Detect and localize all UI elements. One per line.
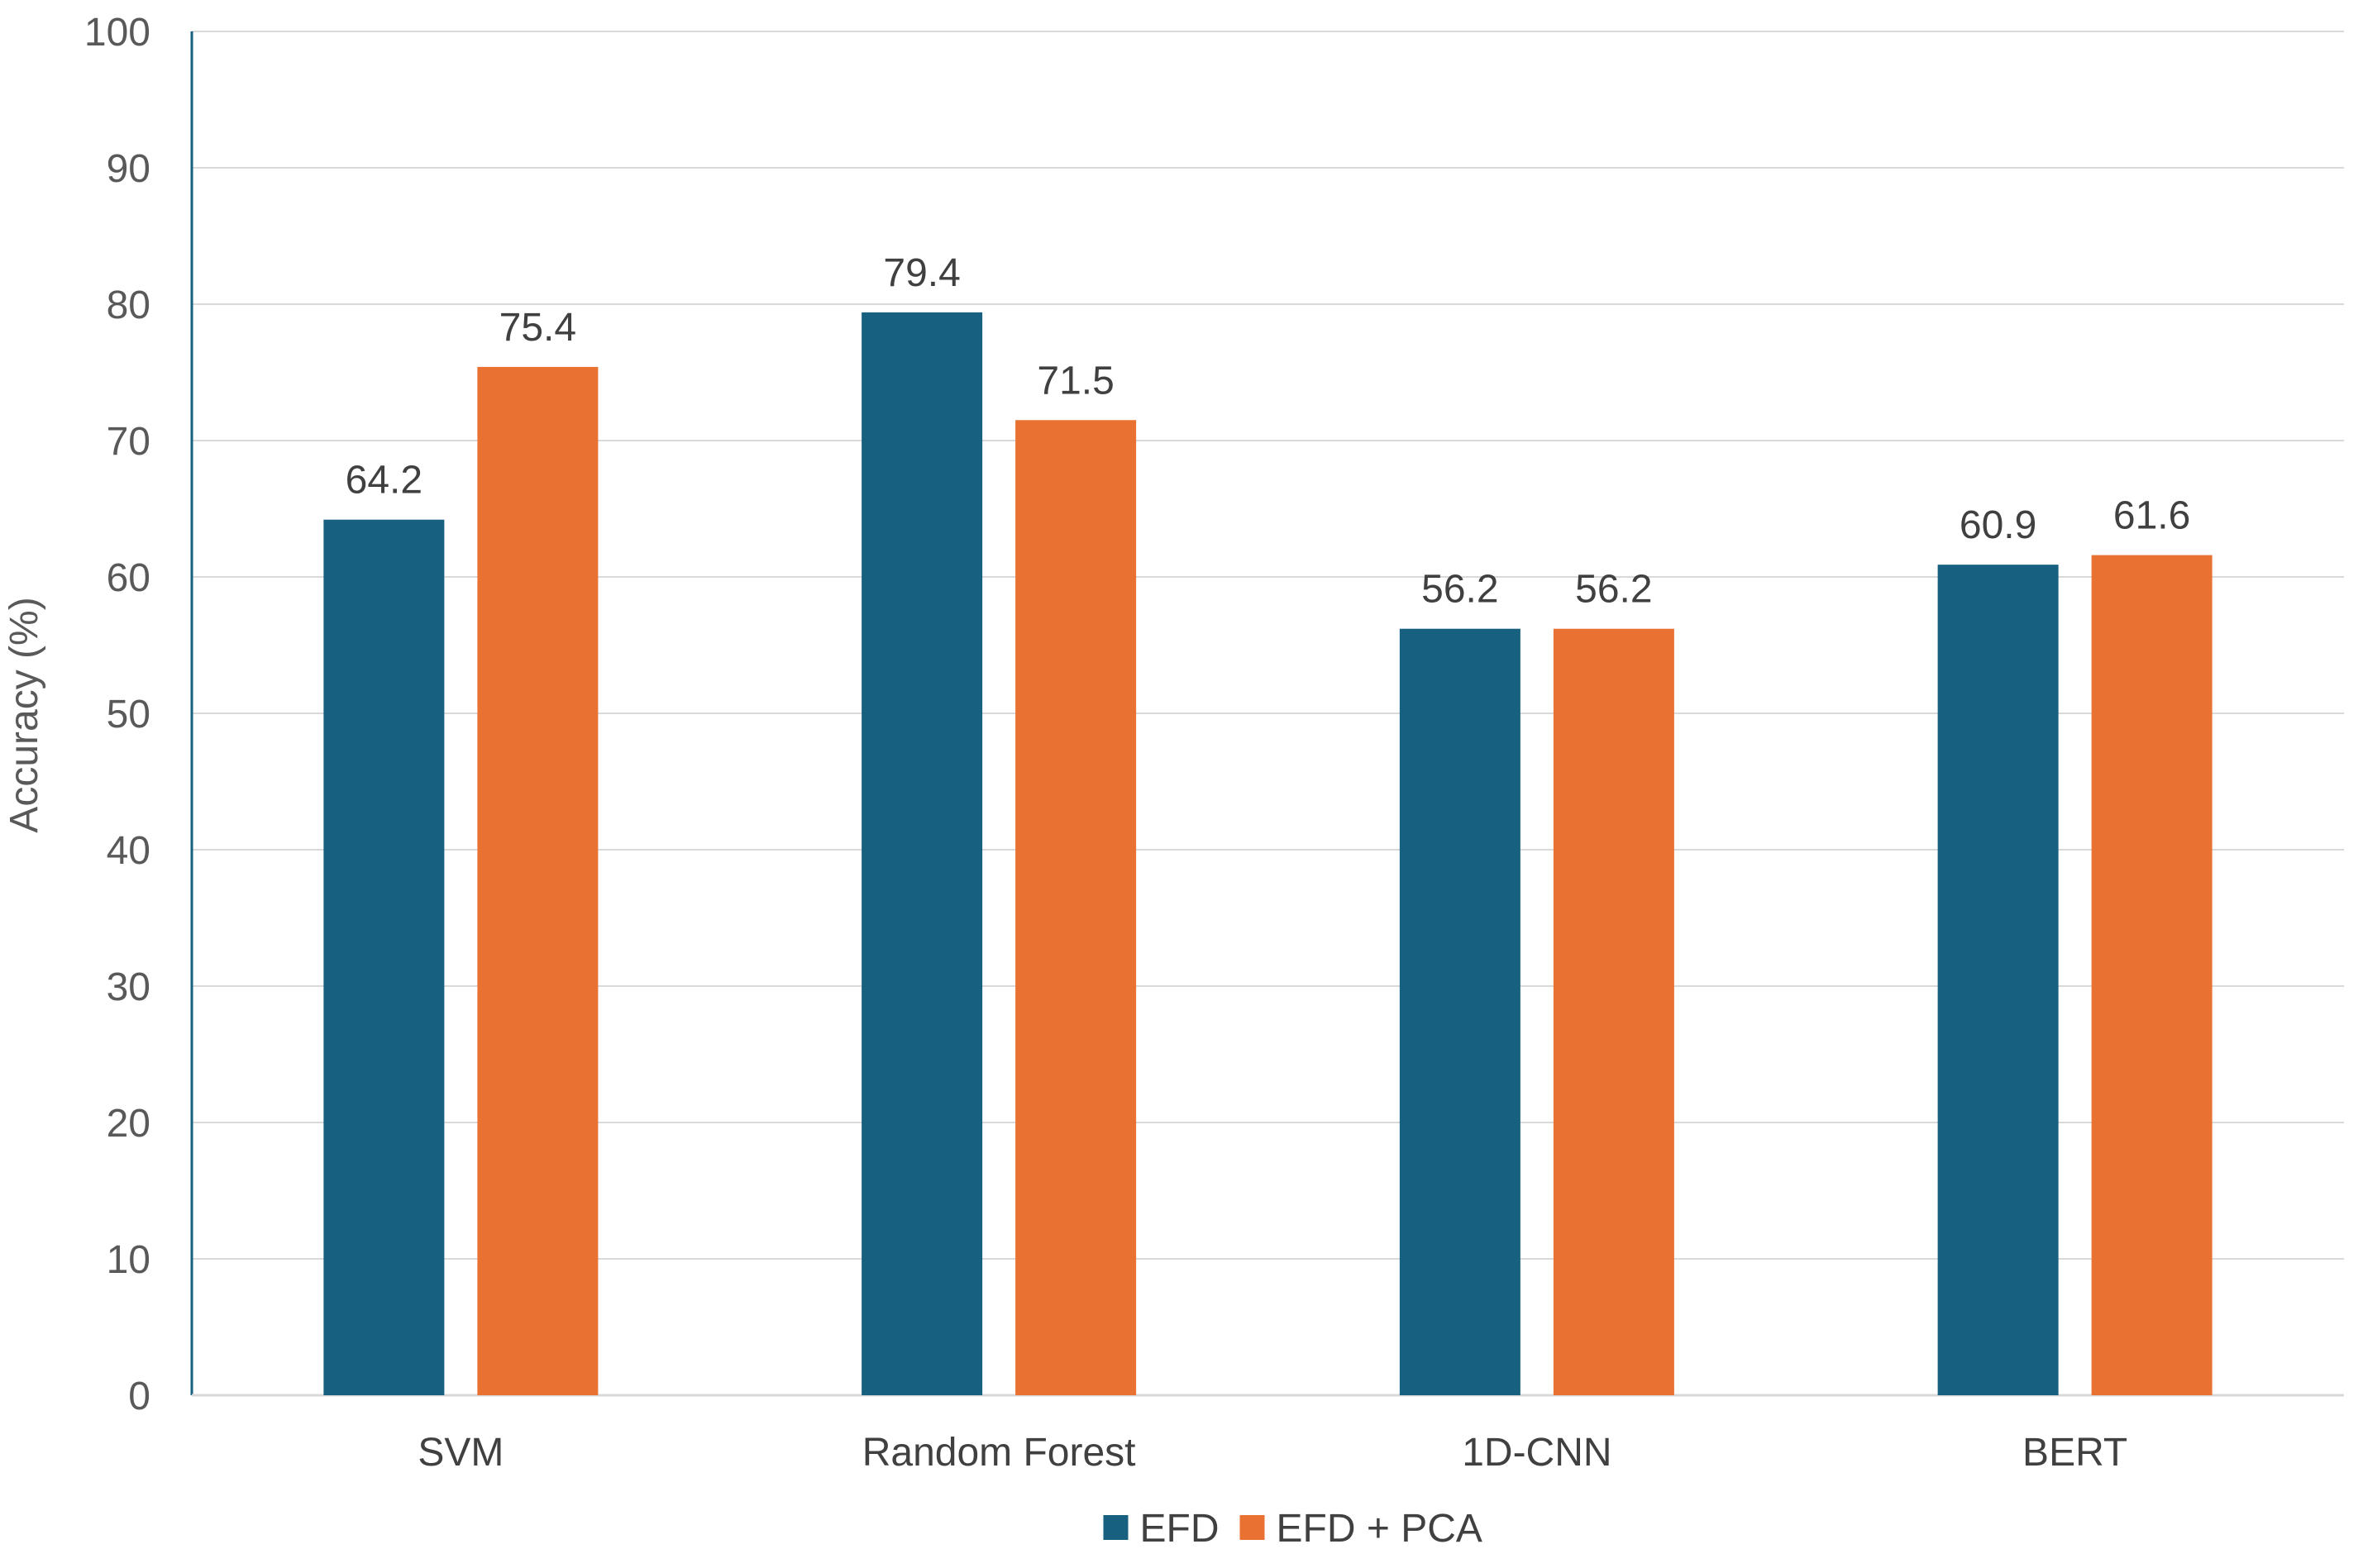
legend: EFD EFD + PCA [1103, 1507, 1482, 1551]
bar-efd [862, 312, 983, 1395]
data-label-efd: 79.4 [883, 251, 960, 295]
bar-efd-pca [1015, 420, 1137, 1395]
y-tick-label: 30 [107, 965, 150, 1009]
bar-efd-pca [1553, 628, 1674, 1395]
x-category-label: 1D-CNN [1462, 1431, 1611, 1475]
data-label-efd: 56.2 [1421, 568, 1498, 612]
legend-swatch-efd [1103, 1515, 1129, 1540]
y-tick-label: 80 [107, 284, 150, 327]
y-tick-label: 10 [107, 1238, 150, 1282]
legend-label-efd-pca: EFD + PCA [1277, 1507, 1482, 1551]
bar-efd [323, 519, 445, 1396]
x-category-label: Random Forest [862, 1431, 1136, 1475]
bar-efd-pca [2091, 555, 2213, 1395]
data-label-efd-pca: 71.5 [1037, 359, 1114, 403]
legend-swatch-efd-pca [1239, 1515, 1265, 1540]
bar-efd [1399, 628, 1520, 1395]
y-axis-ticks: 0 10 20 30 40 50 60 70 80 90 100 [84, 11, 150, 1418]
category-labels: SVM Random Forest 1D-CNN BERT [418, 1431, 2127, 1475]
data-label-efd-pca: 61.6 [2113, 494, 2190, 538]
bar-efd [1937, 565, 2059, 1395]
data-label-efd-pca: 75.4 [499, 306, 576, 350]
x-category-label: SVM [418, 1431, 504, 1475]
y-tick-label: 50 [107, 693, 150, 736]
y-tick-label: 40 [107, 829, 150, 873]
y-tick-label: 70 [107, 420, 150, 464]
data-label-efd-pca: 56.2 [1575, 568, 1652, 612]
x-category-label: BERT [2022, 1431, 2127, 1475]
data-labels: 64.2 75.4 79.4 71.5 56.2 56.2 60.9 61.6 [346, 251, 2191, 612]
y-tick-label: 60 [107, 556, 150, 600]
data-label-efd: 64.2 [346, 459, 422, 503]
y-axis-title: Accuracy (%) [2, 597, 46, 832]
y-tick-label: 20 [107, 1102, 150, 1146]
bars [323, 312, 2213, 1396]
y-tick-label: 100 [84, 11, 150, 55]
y-tick-label: 0 [128, 1375, 150, 1418]
data-label-efd: 60.9 [1960, 503, 2036, 547]
y-tick-label: 90 [107, 147, 150, 191]
legend-label-efd: EFD [1140, 1507, 1220, 1551]
bar-efd-pca [477, 366, 599, 1395]
